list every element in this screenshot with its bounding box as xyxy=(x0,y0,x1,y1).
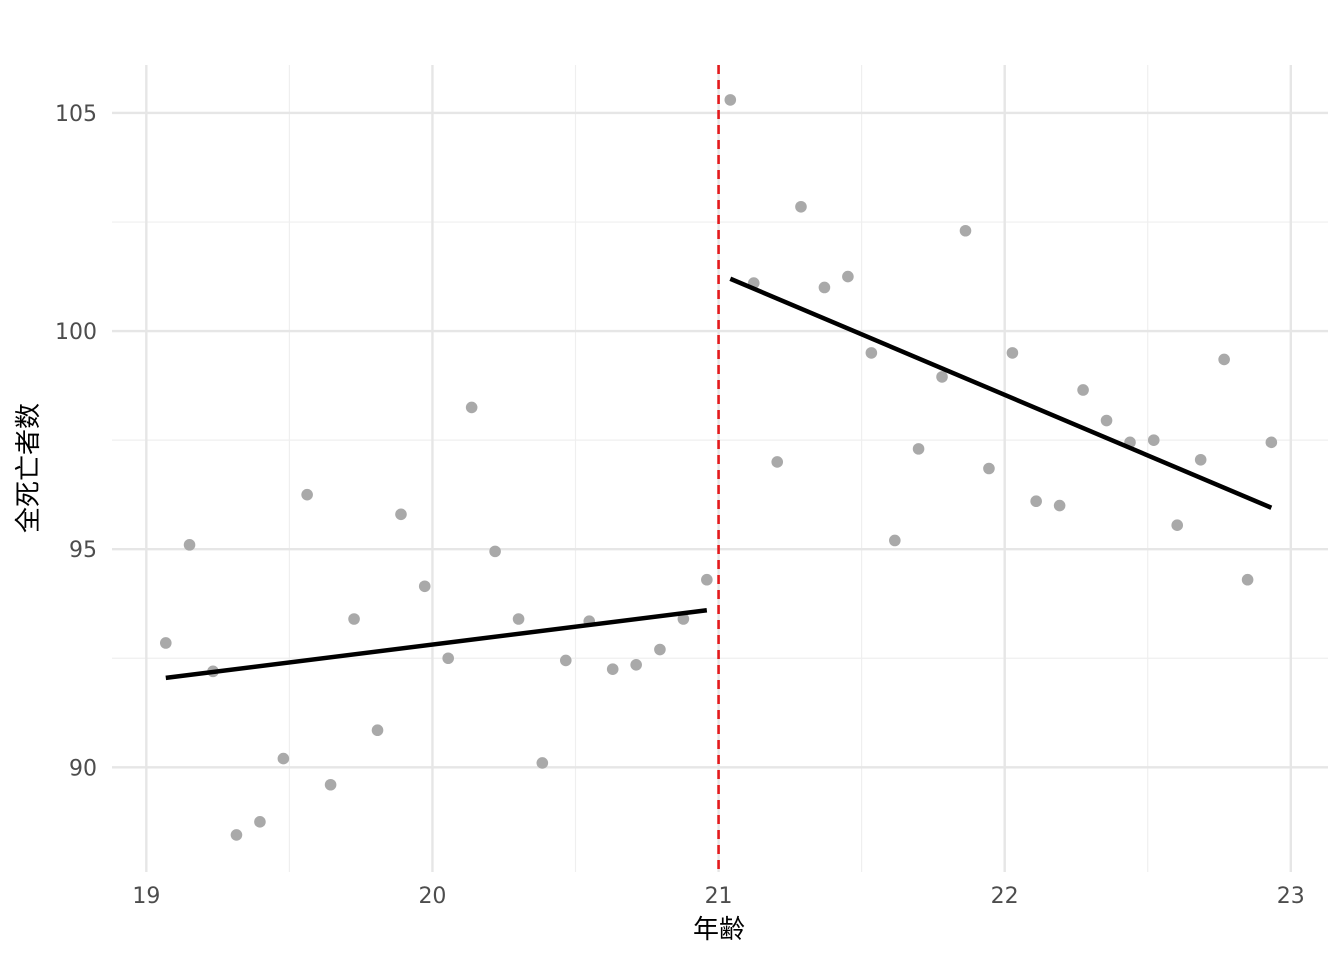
fit-line-right xyxy=(729,276,1273,510)
grid-minor xyxy=(112,65,1328,872)
data-point xyxy=(1006,347,1019,359)
data-point xyxy=(912,443,925,455)
data-point xyxy=(1194,453,1207,466)
data-point xyxy=(418,580,431,593)
data-point xyxy=(183,539,196,551)
data-point xyxy=(301,488,313,501)
data-point xyxy=(277,752,290,765)
x-axis-ticks: 19 20 21 22 23 xyxy=(132,884,1304,909)
data-point xyxy=(842,270,854,283)
y-tick-label: 90 xyxy=(69,756,97,781)
x-tick-label: 23 xyxy=(1277,884,1305,909)
data-point xyxy=(395,508,407,521)
data-point xyxy=(865,347,878,359)
data-point xyxy=(818,281,831,294)
data-point xyxy=(324,778,337,791)
x-tick-label: 20 xyxy=(418,884,446,909)
x-axis-title: 年齢 xyxy=(693,915,745,945)
fit-line-left xyxy=(165,608,708,681)
data-point xyxy=(630,658,642,671)
data-point xyxy=(371,724,384,737)
y-tick-label: 100 xyxy=(55,320,97,345)
data-point xyxy=(1030,495,1042,508)
data-point xyxy=(230,829,243,841)
data-point xyxy=(489,545,501,558)
data-point xyxy=(889,534,901,547)
data-point xyxy=(677,613,690,625)
data-point xyxy=(606,663,619,675)
y-axis-ticks: 90 95 100 105 xyxy=(55,102,97,781)
data-point xyxy=(771,456,784,468)
data-point xyxy=(795,200,807,213)
points-layer xyxy=(159,94,1278,841)
data-point xyxy=(559,654,572,667)
data-point xyxy=(1053,499,1066,512)
data-point xyxy=(1171,519,1184,532)
x-tick-label: 19 xyxy=(132,884,160,909)
fit-layer xyxy=(165,276,1273,681)
data-point xyxy=(959,224,972,237)
data-point xyxy=(701,573,713,586)
data-point xyxy=(1077,384,1089,396)
data-point xyxy=(512,613,525,625)
y-axis-title: 全死亡者数 xyxy=(14,403,44,533)
data-point xyxy=(983,462,995,475)
data-point xyxy=(465,401,478,414)
data-point xyxy=(1265,436,1278,449)
data-point xyxy=(254,816,266,828)
data-point xyxy=(1100,414,1113,427)
data-point xyxy=(536,757,549,769)
data-point xyxy=(1147,434,1160,446)
data-point xyxy=(1218,353,1230,366)
data-point xyxy=(442,652,454,665)
x-tick-label: 21 xyxy=(705,884,733,909)
x-tick-label: 22 xyxy=(991,884,1019,909)
data-point xyxy=(654,643,666,656)
data-point xyxy=(724,94,737,106)
data-point xyxy=(1241,573,1254,586)
y-tick-label: 95 xyxy=(69,538,97,563)
data-point xyxy=(159,637,172,649)
data-point xyxy=(348,613,360,625)
data-point xyxy=(936,371,948,383)
grid-major xyxy=(112,65,1328,872)
y-tick-label: 105 xyxy=(55,102,97,127)
